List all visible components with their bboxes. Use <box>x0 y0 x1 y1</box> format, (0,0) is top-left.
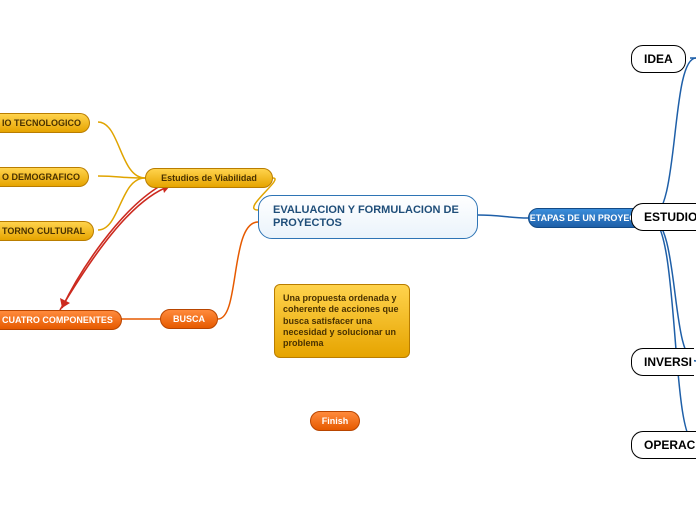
operacion-node[interactable]: OPERACI <box>631 431 696 459</box>
central-label: EVALUACION Y FORMULACION DE PROYECTOS <box>273 204 463 230</box>
description-box: Una propuesta ordenada y coherente de ac… <box>274 284 410 358</box>
viabilidad-label: Estudios de Viabilidad <box>161 173 257 183</box>
description-text: Una propuesta ordenada y coherente de ac… <box>283 293 399 348</box>
demografico-node[interactable]: O DEMOGRAFICO <box>0 167 89 187</box>
finish-button[interactable]: Finish <box>310 411 360 431</box>
busca-node[interactable]: BUSCA <box>160 309 218 329</box>
cultural-label: TORNO CULTURAL <box>2 226 85 236</box>
componentes-node[interactable]: CUATRO COMPONENTES <box>0 310 122 330</box>
central-node[interactable]: EVALUACION Y FORMULACION DE PROYECTOS <box>258 195 478 239</box>
idea-label: IDEA <box>644 52 673 66</box>
estudio-label: ESTUDIO <box>644 210 696 224</box>
componentes-label: CUATRO COMPONENTES <box>2 315 113 325</box>
operacion-label: OPERACI <box>644 438 696 452</box>
finish-label: Finish <box>322 416 349 426</box>
inversion-node[interactable]: INVERSI <box>631 348 694 376</box>
cultural-node[interactable]: TORNO CULTURAL <box>0 221 94 241</box>
tecnologico-label: IO TECNOLOGICO <box>2 118 81 128</box>
idea-node[interactable]: IDEA <box>631 45 686 73</box>
tecnologico-node[interactable]: IO TECNOLOGICO <box>0 113 90 133</box>
busca-label: BUSCA <box>173 314 205 324</box>
inversion-label: INVERSI <box>644 355 692 369</box>
estudio-node[interactable]: ESTUDIO <box>631 203 696 231</box>
demografico-label: O DEMOGRAFICO <box>2 172 80 182</box>
viabilidad-node[interactable]: Estudios de Viabilidad <box>145 168 273 188</box>
